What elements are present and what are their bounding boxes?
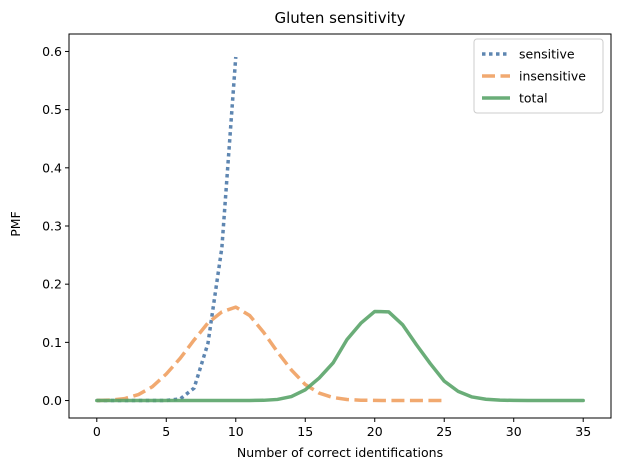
y-tick-label: 0.6 (42, 44, 62, 59)
series-line-total (95, 309, 585, 403)
legend-label-total: total (519, 91, 548, 106)
x-tick-label: 35 (575, 424, 591, 439)
x-tick-label: 25 (436, 424, 452, 439)
series-line-insensitive (96, 305, 445, 403)
legend-box (473, 38, 604, 114)
x-tick-label: 30 (506, 424, 522, 439)
y-tick-label: 0.5 (42, 102, 62, 117)
chart-title: Gluten sensitivity (274, 9, 405, 27)
y-axis-label: PMF (8, 211, 23, 237)
x-tick-label: 20 (367, 424, 383, 439)
x-tick-label: 0 (93, 424, 101, 439)
x-tick-label: 10 (228, 424, 244, 439)
legend: sensitive insensitive total (473, 38, 604, 114)
series-layer (95, 56, 585, 403)
y-tick-label: 0.1 (42, 335, 62, 350)
y-tick-label: 0.0 (42, 393, 62, 408)
y-tick-label: 0.3 (42, 219, 62, 234)
y-tick-label: 0.4 (42, 160, 62, 175)
axes-layer: 0 5 10 15 20 25 30 35 0.0 0.1 0.2 0.3 0.4 0.5 0.6 (42, 33, 612, 439)
x-tick-label: 5 (162, 424, 170, 439)
y-tick-label: 0.2 (42, 277, 62, 292)
x-axis-label: Number of correct identifications (237, 445, 443, 460)
legend-label-insensitive: insensitive (519, 69, 586, 84)
legend-label-sensitive: sensitive (519, 47, 575, 62)
x-tick-label: 15 (297, 424, 313, 439)
